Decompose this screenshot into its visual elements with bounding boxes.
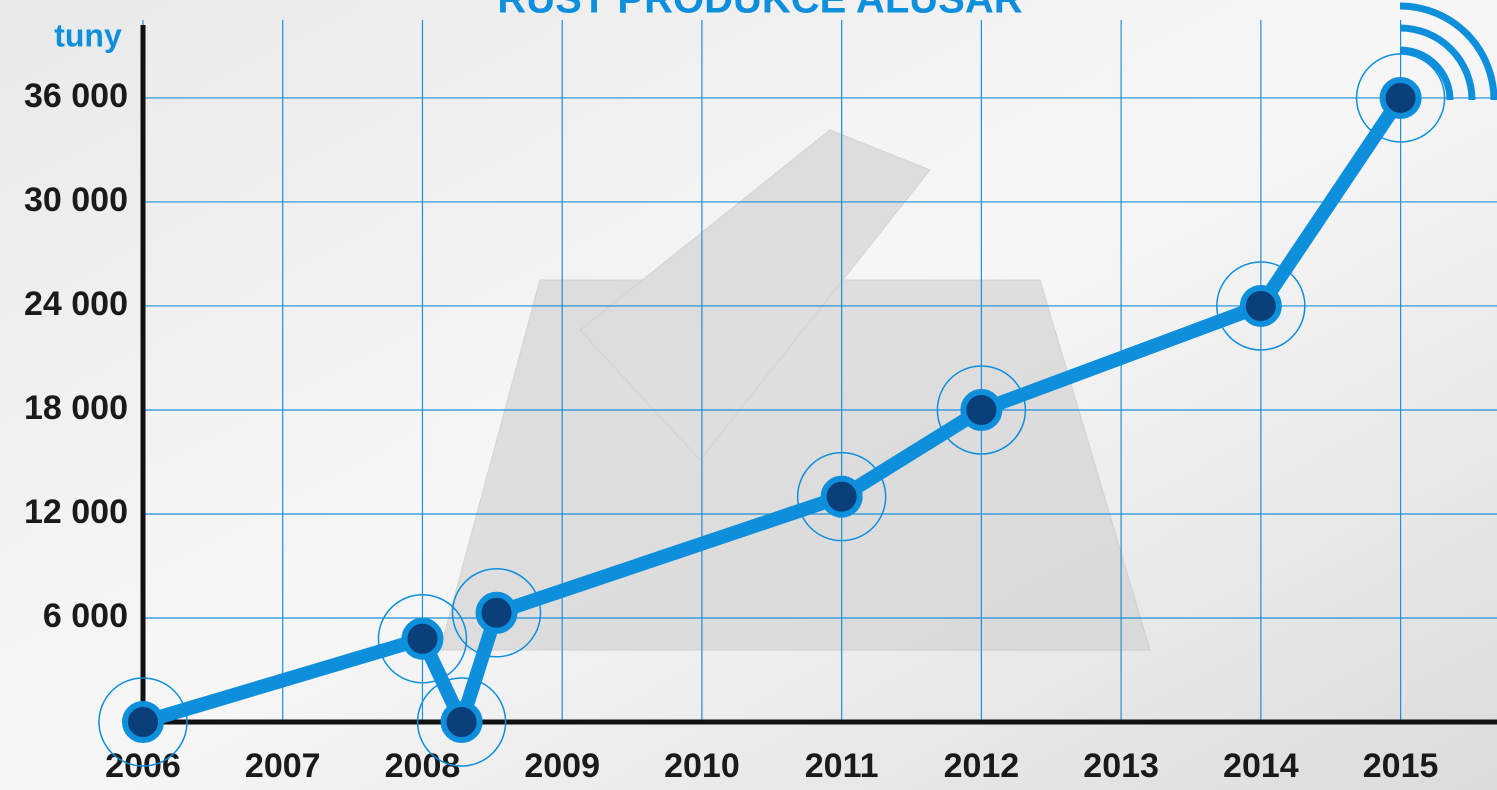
y-tick-label: 6 000 — [43, 597, 128, 635]
page: {"chart_data": {"type": "line", "title":… — [0, 0, 1497, 790]
x-tick-label: 2007 — [245, 747, 321, 785]
x-tick-label: 2015 — [1363, 747, 1439, 785]
marker — [125, 704, 161, 740]
x-tick-label: 2010 — [664, 747, 740, 785]
chart: RŮST PRODUKCE ALUSAR tuny 6 000 12 000 18 … — [0, 0, 1497, 790]
marker — [479, 595, 515, 631]
x-tick-label: 2009 — [524, 747, 600, 785]
y-tick-label: 12 000 — [24, 493, 128, 531]
marker — [444, 704, 480, 740]
chart-title: RŮST PRODUKCE ALUSAR — [497, 0, 1022, 22]
marker — [1243, 288, 1279, 324]
y-tick-label: 18 000 — [24, 389, 128, 427]
marker — [824, 479, 860, 515]
x-tick-label: 2011 — [805, 747, 879, 785]
x-tick-label: 2013 — [1083, 747, 1159, 785]
marker — [1383, 80, 1419, 116]
x-tick-label: 2008 — [385, 747, 461, 785]
y-tick-label: 30 000 — [24, 181, 128, 219]
x-tick-label: 2012 — [944, 747, 1020, 785]
y-tick-label: 36 000 — [24, 77, 128, 115]
y-tick-label: 24 000 — [24, 285, 128, 323]
x-tick-label: 2014 — [1223, 747, 1299, 785]
marker — [963, 392, 999, 428]
marker — [404, 621, 440, 657]
y-axis-label: tuny — [54, 17, 122, 53]
